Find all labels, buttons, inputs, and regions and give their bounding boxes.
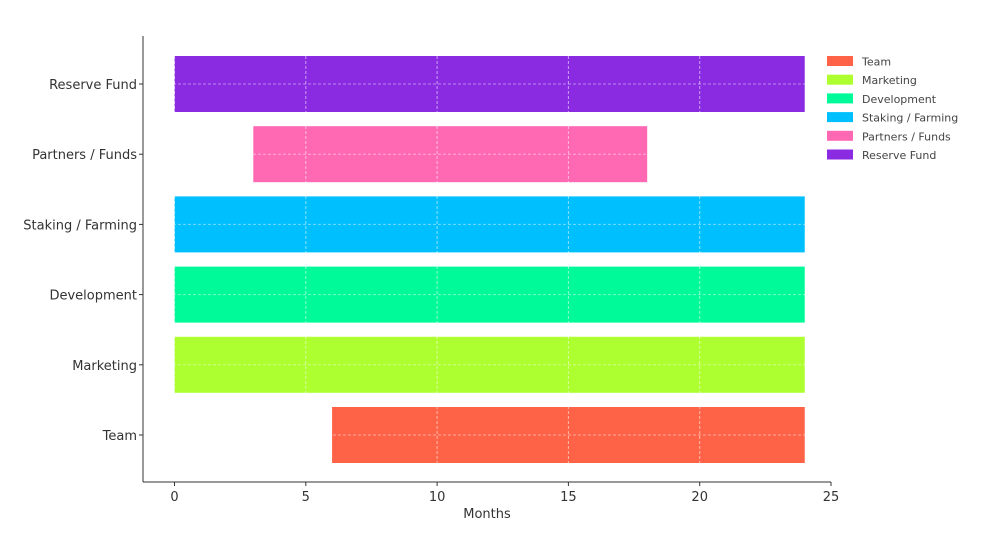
y-tick-label: Reserve Fund <box>49 78 137 93</box>
legend-label: Reserve Fund <box>862 149 936 162</box>
legend-swatch-marketing <box>827 74 853 85</box>
legend-swatch-team <box>827 56 853 66</box>
legend-label: Staking / Farming <box>862 112 958 125</box>
x-tick-label: 5 <box>302 490 310 505</box>
grid-layer <box>143 36 832 482</box>
x-tick-label: 0 <box>170 490 178 505</box>
x-tick-label: 20 <box>691 490 708 505</box>
x-tick-label: 15 <box>560 490 577 505</box>
y-tick-label: Development <box>49 289 137 304</box>
legend-swatch-staking-farming <box>827 112 853 123</box>
bars-layer <box>174 56 805 463</box>
x-axis-label: Months <box>463 507 511 522</box>
y-tick-label: Partners / Funds <box>32 148 137 163</box>
axes-layer <box>142 36 831 483</box>
x-tick-labels: 0 5 10 15 20 25 <box>170 482 839 505</box>
legend: Team Marketing Development Staking / Farmin… <box>827 56 958 162</box>
legend-swatch-development <box>827 93 853 104</box>
y-tick-label: Marketing <box>72 359 137 374</box>
bar-partners-funds <box>253 126 648 183</box>
legend-swatch-partners-funds <box>827 130 853 141</box>
x-tick-label: 10 <box>429 490 446 505</box>
x-tick-label: 25 <box>823 490 840 505</box>
legend-label: Team <box>861 56 891 69</box>
legend-swatch-reserve-fund <box>827 149 853 160</box>
y-tick-label: Team <box>102 429 137 444</box>
legend-label: Marketing <box>862 74 917 87</box>
y-tick-labels: Team Marketing Development Staking / Farmin… <box>23 78 143 444</box>
legend-label: Development <box>862 93 937 106</box>
y-tick-label: Staking / Farming <box>23 218 137 233</box>
legend-label: Partners / Funds <box>862 130 951 143</box>
